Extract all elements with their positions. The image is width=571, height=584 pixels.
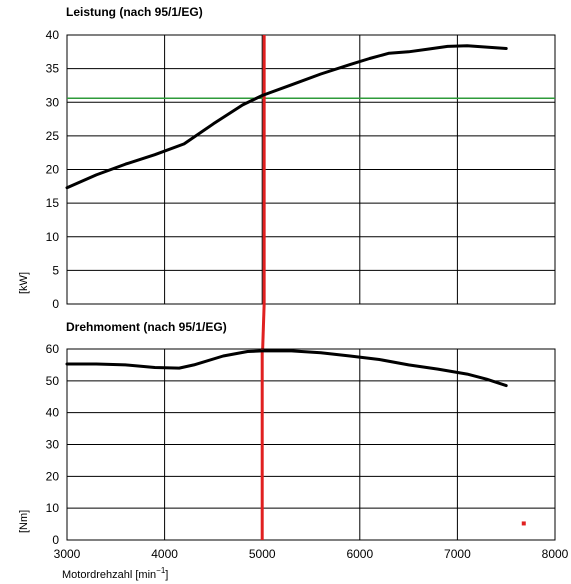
torque-chart-x-ticks: 3000 4000 5000 6000 7000 8000 (54, 547, 569, 561)
x-tick-8000: 8000 (542, 547, 569, 561)
torque-y-tick-0: 0 (52, 533, 59, 547)
power-y-tick-40: 40 (46, 28, 60, 42)
power-chart-reference-lines (67, 35, 555, 350)
torque-chart-title: Drehmoment (nach 95/1/EG) (66, 320, 227, 334)
power-y-tick-35: 35 (46, 62, 60, 76)
power-y-axis-label: [kW] (18, 272, 30, 294)
power-y-tick-25: 25 (46, 129, 60, 143)
x-tick-3000: 3000 (54, 547, 81, 561)
power-series-line-0 (65, 44, 508, 190)
torque-y-tick-10: 10 (46, 501, 60, 515)
x-axis-label-end: ] (165, 569, 168, 581)
power-chart-title: Leistung (nach 95/1/EG) (66, 5, 203, 19)
torque-y-tick-60: 60 (46, 342, 60, 356)
torque-chart-markers (521, 521, 526, 526)
x-axis-label-exponent: −1 (156, 566, 166, 575)
x-tick-6000: 6000 (346, 547, 373, 561)
power-y-tick-20: 20 (46, 163, 60, 177)
power-y-tick-30: 30 (46, 95, 60, 109)
x-axis-label-main: Motordrehzahl [min (62, 569, 156, 581)
torque-plot-frame (66, 348, 556, 541)
x-tick-4000: 4000 (151, 547, 178, 561)
torque-series-line-0 (65, 349, 508, 388)
power-chart-grid (66, 34, 556, 305)
power-plot-frame (66, 34, 556, 305)
torque-marker-0 (521, 521, 526, 526)
torque-chart-series (65, 349, 508, 388)
torque-y-axis-label: [Nm] (18, 510, 30, 533)
x-tick-7000: 7000 (444, 547, 471, 561)
torque-y-tick-20: 20 (46, 469, 60, 483)
torque-chart-y-ticks: 0 10 20 30 40 50 60 (46, 342, 60, 547)
power-y-tick-15: 15 (46, 196, 60, 210)
torque-y-tick-30: 30 (46, 438, 60, 452)
power-y-tick-5: 5 (52, 263, 59, 277)
power-chart-series (65, 44, 508, 190)
x-axis-label: Motordrehzahl [min−1] (62, 566, 168, 581)
torque-y-tick-50: 50 (46, 374, 60, 388)
power-chart-y-ticks: 0 5 10 15 20 25 30 35 40 (46, 28, 60, 311)
reference-line-connector (261, 303, 266, 350)
x-tick-5000: 5000 (249, 547, 276, 561)
torque-chart-grid (66, 348, 556, 541)
power-y-tick-0: 0 (52, 297, 59, 311)
torque-y-tick-40: 40 (46, 406, 60, 420)
power-y-tick-10: 10 (46, 230, 60, 244)
